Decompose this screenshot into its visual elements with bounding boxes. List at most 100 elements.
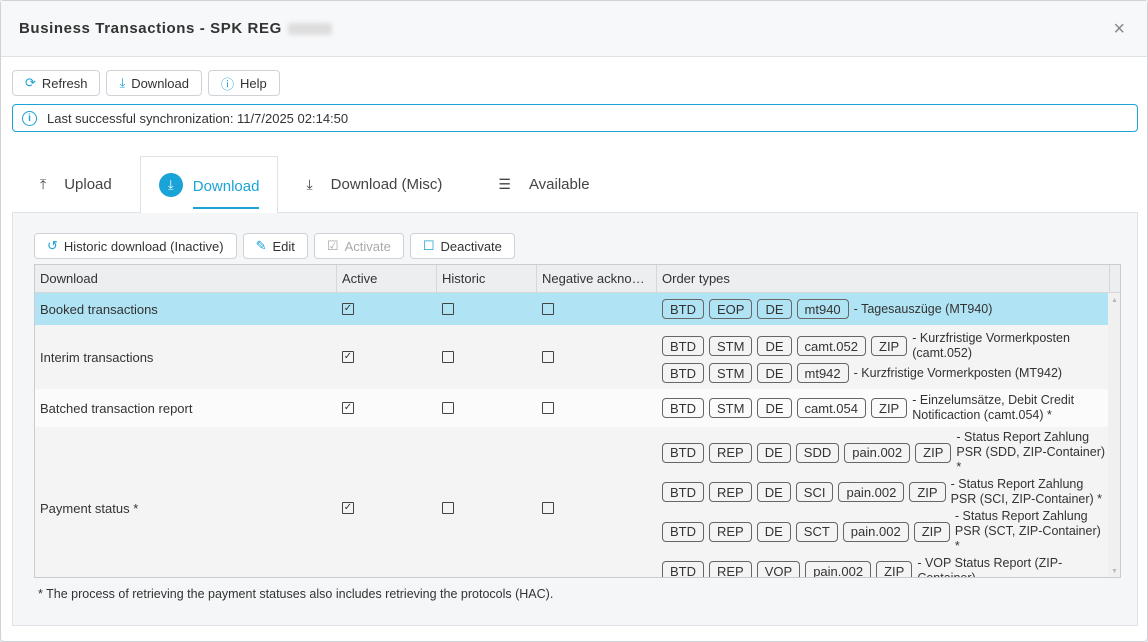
active-checkbox[interactable]: ✓: [342, 351, 354, 363]
active-cell: ✓: [337, 427, 437, 577]
negative-cell: [537, 293, 657, 325]
active-checkbox[interactable]: ✓: [342, 303, 354, 315]
order-type-tag: ZIP: [871, 398, 908, 418]
close-icon[interactable]: ×: [1113, 18, 1125, 40]
edit-button[interactable]: ✎ Edit: [242, 233, 308, 259]
table-body[interactable]: Booked transactions ✓ BTD EOP DE mt940- Tages…: [35, 293, 1108, 577]
order-type-tag: pain.002: [842, 521, 909, 542]
refresh-button[interactable]: ⟳ Refresh: [12, 70, 101, 96]
negative-cell: [537, 389, 657, 427]
table-row[interactable]: Payment status * ✓ BTD REP DE SDD pain.002 ZIP -…: [35, 427, 1108, 577]
order-type-tag: REP: [709, 482, 752, 502]
active-checkbox[interactable]: ✓: [342, 502, 354, 514]
order-type-tag: DE: [757, 363, 792, 383]
order-type-line: BTD REP DE SCI pain.002 ZIP - Status Report Za…: [662, 477, 1107, 507]
tab-label: Download: [192, 162, 260, 209]
scroll-down-icon[interactable]: ▼: [1111, 568, 1118, 575]
order-type-tag: STM: [709, 336, 753, 356]
panel-toolbar: ↺ Historic download (Inactive) ✎ Edit ☑ Act…: [34, 233, 515, 259]
order-types-cell: BTD STM DE camt.052 ZIP - Kurzfristige Vormer…: [657, 325, 1108, 389]
help-button[interactable]: ⓘ Help: [208, 70, 280, 96]
help-label: Help: [240, 75, 267, 91]
order-type-tag: mt940: [796, 299, 849, 319]
negative-checkbox[interactable]: [542, 402, 554, 414]
historic-download-button[interactable]: ↺ Historic download (Inactive): [34, 233, 237, 259]
checkbox-empty-icon: ☐: [422, 238, 435, 253]
order-type-description: - Kurzfristige Vormerkposten (camt.052): [912, 331, 1070, 360]
order-type-description: - Status Report Zahlung PSR (SDD, ZIP-Co…: [956, 430, 1106, 474]
order-type-tag: pain.002: [844, 442, 911, 463]
column-header[interactable]: Negative acknowledgement: [537, 265, 657, 292]
table-row[interactable]: Batched transaction report ✓ BTD STM DE camt.…: [35, 389, 1108, 427]
order-type-tag: ZIP: [871, 336, 908, 356]
order-type-tag: pain.002: [805, 561, 872, 577]
order-type-tag: mt942: [796, 363, 849, 383]
edit-label: Edit: [272, 238, 295, 254]
order-type-line: BTD REP DE SCT pain.002 ZIP - Status Report Za…: [662, 509, 1107, 554]
order-type-line: BTD REP DE SDD pain.002 ZIP - Status Report Za…: [662, 430, 1107, 475]
footnote: * The process of retrieving the payment …: [38, 587, 554, 601]
historic-checkbox[interactable]: [442, 402, 454, 414]
order-type-line: BTD STM DE camt.054 ZIP - Einzelumsätze, Debi…: [662, 393, 1107, 423]
order-type-tag: DE: [756, 442, 791, 463]
order-type-tag: STM: [709, 398, 753, 418]
activate-button[interactable]: ☑ Activate: [313, 233, 404, 259]
order-type-line: BTD REP VOP pain.002 ZIP - VOP Status Report …: [662, 556, 1107, 577]
order-type-tag: SCT: [795, 521, 838, 542]
scroll-up-icon[interactable]: ▲: [1111, 297, 1118, 304]
download-name: Payment status *: [40, 500, 139, 516]
active-cell: ✓: [337, 325, 437, 389]
order-type-tag: DE: [757, 299, 792, 319]
tab-available[interactable]: ☰ Available: [470, 156, 617, 213]
negative-checkbox[interactable]: [542, 303, 554, 315]
order-type-description: - Einzelumsätze, Debit Credit Notificact…: [912, 393, 1075, 422]
download-panel: ↺ Historic download (Inactive) ✎ Edit ☑ Act…: [12, 212, 1138, 626]
checkbox-checked-icon: ☑: [326, 238, 339, 253]
negative-checkbox[interactable]: [542, 502, 554, 514]
historic-cell: [437, 427, 537, 577]
order-type-tag: EOP: [709, 299, 753, 319]
column-header[interactable]: Download: [35, 265, 337, 292]
active-checkbox[interactable]: ✓: [342, 402, 354, 414]
negative-checkbox[interactable]: [542, 351, 554, 363]
order-type-tag: DE: [756, 521, 791, 542]
tab-download[interactable]: ⤓ Download: [139, 156, 279, 213]
active-cell: ✓: [337, 293, 437, 325]
download-button[interactable]: ⤓ Download: [106, 70, 203, 96]
table-header: Download Active Historic Negative acknow…: [35, 265, 1120, 293]
tab-upload[interactable]: ⤒ Upload: [12, 156, 140, 213]
table-row[interactable]: Interim transactions ✓ BTD STM DE camt.052 ZIP…: [35, 325, 1108, 389]
order-type-line: BTD EOP DE mt940 - Tagesauszüge (MT940): [662, 299, 1107, 319]
order-type-description: - VOP Status Report (ZIP-Container): [917, 556, 1063, 577]
historic-checkbox[interactable]: [442, 303, 454, 315]
deactivate-button[interactable]: ☐ Deactivate: [409, 233, 515, 259]
download-name: Booked transactions: [40, 301, 158, 317]
order-type-tag: SCI: [795, 482, 834, 502]
historic-cell: [437, 293, 537, 325]
historic-checkbox[interactable]: [442, 502, 454, 514]
dialog-header: Business Transactions - SPK REG: [1, 1, 1147, 57]
column-header[interactable]: Active: [337, 265, 437, 292]
order-type-tag: ZIP: [915, 442, 952, 463]
negative-cell: [537, 427, 657, 577]
sync-info-bar: i Last successful synchronization: 11/7/…: [12, 104, 1138, 132]
table-row[interactable]: Booked transactions ✓ BTD EOP DE mt940 - Tages…: [35, 293, 1108, 325]
column-header[interactable]: Order types: [657, 265, 1110, 292]
download-icon: ⤓: [158, 173, 183, 197]
order-type-description: - Tagesauszüge (MT940): [853, 301, 993, 316]
order-type-tag: BTD: [662, 521, 704, 542]
deactivate-label: Deactivate: [440, 238, 502, 254]
order-type-tag: BTD: [662, 482, 704, 502]
scrollbar[interactable]: ▲ ▼: [1108, 293, 1120, 577]
order-type-description: - Status Report Zahlung PSR (SCI, ZIP-Co…: [950, 477, 1103, 506]
order-type-tag: BTD: [662, 336, 704, 356]
order-type-tag: ZIP: [909, 482, 946, 502]
history-icon: ↺: [47, 238, 58, 253]
column-header[interactable]: Historic: [437, 265, 537, 292]
order-type-description: - Status Report Zahlung PSR (SCT, ZIP-Co…: [954, 509, 1101, 553]
tab-download-misc[interactable]: ⤓ Download (Misc): [278, 156, 470, 213]
order-type-tag: BTD: [662, 299, 704, 319]
historic-cell: [437, 389, 537, 427]
historic-checkbox[interactable]: [442, 351, 454, 363]
